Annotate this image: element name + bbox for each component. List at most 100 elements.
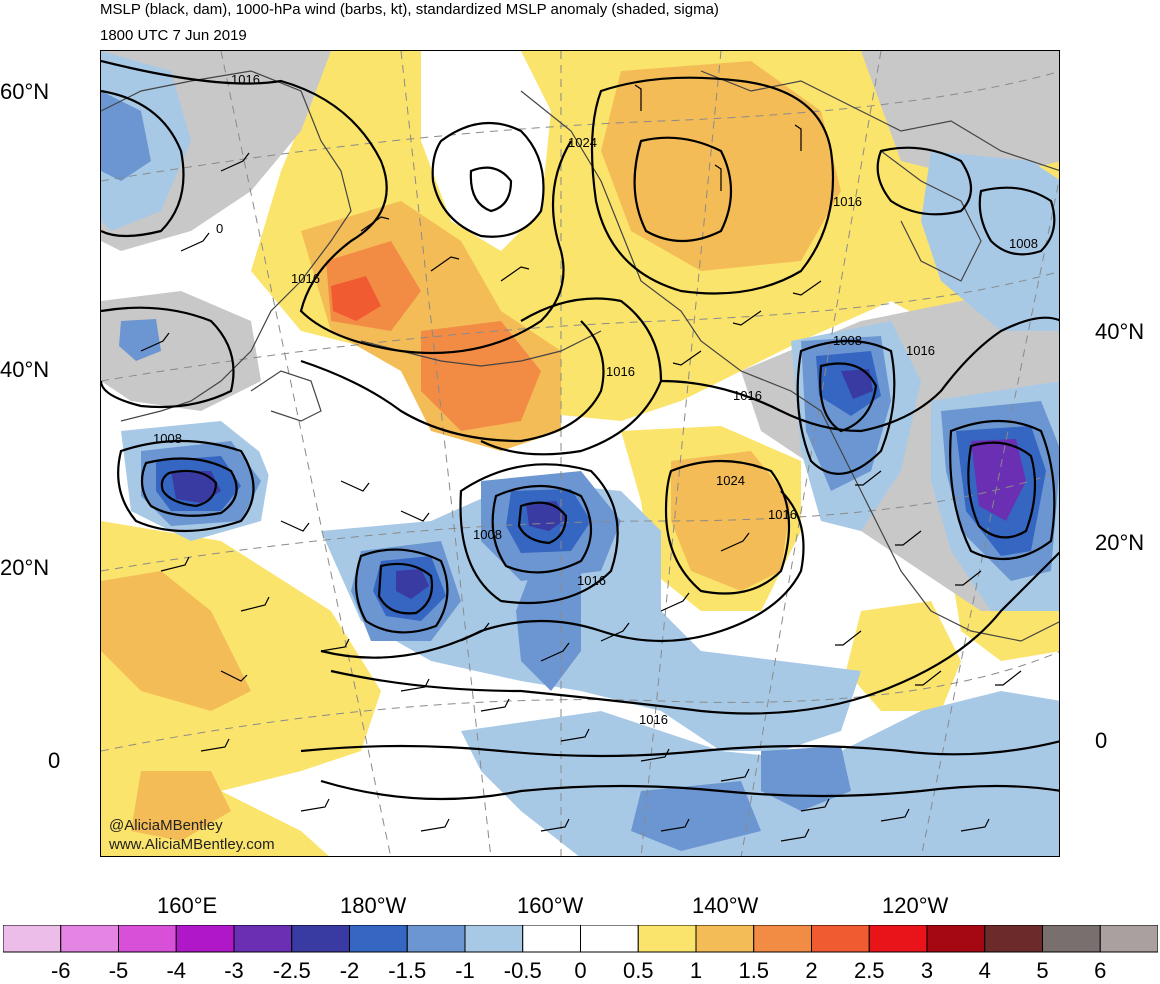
contour-1016-east <box>660 316 1059 433</box>
lon-label: 140°W <box>692 893 759 918</box>
contour-label: 1016 <box>768 507 797 522</box>
shade-red-core <box>331 276 381 321</box>
lat-label-left: 20°N <box>0 555 50 580</box>
shade-blue-subtropic-tail <box>516 571 581 691</box>
contour-label: 1008 <box>833 333 862 348</box>
colorbar-swatch <box>60 925 119 953</box>
contour-1004-central-low <box>491 484 592 574</box>
colorbar-swatch <box>464 925 524 953</box>
colorbar-swatch <box>637 925 697 953</box>
anomaly-shading <box>101 51 1059 856</box>
contour-1008-east-low <box>796 339 896 475</box>
colorbar-swatch <box>175 925 235 953</box>
contour-1028-north-high <box>633 136 733 243</box>
map-valid-time: 1800 UTC 7 Jun 2019 <box>100 27 247 44</box>
contour-label: 1016 <box>833 194 862 209</box>
contour-label: 1016 <box>231 72 260 87</box>
contour-label: 1016 <box>577 573 606 588</box>
contour-label: 1016 <box>291 271 320 286</box>
coast-hudson <box>880 150 982 282</box>
colorbar-label: -2.5 <box>272 958 311 983</box>
shade-dark-blue-subtropic <box>396 569 429 599</box>
contour-1004-east-low <box>819 362 878 433</box>
credit-url: www.AliciaMBentley.com <box>109 836 275 853</box>
shade-blue-west-small <box>119 319 161 361</box>
shade-dark-blue-low-west <box>171 471 221 503</box>
contour-1004-subtropic-low <box>377 562 434 615</box>
colorbar-label: -1.5 <box>388 958 427 983</box>
lat-label-right: 0 <box>1095 728 1108 753</box>
colorbar-label: 4 <box>978 958 991 983</box>
colorbar-swatch <box>811 925 870 953</box>
lat-label-left: 60°N <box>0 79 50 104</box>
colorbar-label: -5 <box>108 958 129 983</box>
contour-label: 1016 <box>733 388 762 403</box>
colorbar-swatch <box>522 925 581 953</box>
shade-negative-equatorial <box>461 691 1059 856</box>
colorbar-label: 1 <box>689 958 703 983</box>
lat-label-right: 20°N <box>1095 530 1145 555</box>
colorbar <box>3 925 1158 953</box>
lat-label-left: 0 <box>48 748 61 773</box>
shade-dark-blue-east-low <box>841 369 873 399</box>
map-panel: 1016 1024 1016 0 1016 1008 1016 1008 101… <box>100 50 1060 857</box>
shade-orange-high-center <box>671 451 791 591</box>
colorbar-label: -3 <box>224 958 244 983</box>
lat-label-left: 40°N <box>0 357 50 382</box>
map-title: MSLP (black, dam), 1000-hPa wind (barbs,… <box>100 1 719 18</box>
contour-label: 1016 <box>606 364 635 379</box>
colorbar-label: -1 <box>455 958 475 983</box>
shade-orange-core-2 <box>421 321 541 431</box>
coast-alaska <box>520 90 822 412</box>
colorbar-swatch <box>868 925 928 953</box>
colorbar-label: -2 <box>339 958 360 983</box>
contour-label: 1008 <box>1009 236 1038 251</box>
contour-label: 1016 <box>639 712 668 727</box>
contour-1020-high-ring <box>469 166 513 213</box>
colorbar-label: 2.5 <box>853 958 885 983</box>
contour-1016-north <box>101 59 572 355</box>
contour-label: 1024 <box>568 135 597 150</box>
contour-1016-equatorial <box>330 551 1059 715</box>
colorbar-label: 2 <box>805 958 818 983</box>
shade-positive-east-patch <box>846 601 961 711</box>
graticule <box>101 51 1059 856</box>
colorbar-swatch <box>984 925 1043 953</box>
contour-1000-west-low <box>160 469 218 508</box>
wind-barbs <box>140 84 1022 842</box>
colorbar-swatch <box>580 925 639 953</box>
shade-negative-tropics-band <box>321 481 861 751</box>
contour-label: 0 <box>216 221 223 236</box>
lon-label: 160°W <box>517 893 584 918</box>
contour-1008-central-low <box>459 463 619 605</box>
contour-1016-northwest <box>101 89 185 238</box>
colorbar-label: -4 <box>166 958 187 983</box>
contour-1016-northeast <box>876 146 973 216</box>
coast-japan <box>250 370 322 422</box>
lon-label: 120°W <box>882 893 949 918</box>
shade-neutral-west <box>251 381 401 491</box>
contour-1008-west-low <box>117 439 255 533</box>
contour-1024-north-high <box>590 76 835 295</box>
credit-handle: @AliciaMBentley <box>109 817 223 834</box>
colorbar-swatch <box>1099 925 1158 953</box>
contour-1012-equator <box>320 779 1059 801</box>
contour-1004-west-low <box>140 457 238 517</box>
contour-1000-central-low <box>517 501 568 545</box>
coast-asia <box>101 70 352 422</box>
shade-orange-tropics-west <box>101 571 251 711</box>
colorbar-swatch <box>233 925 293 953</box>
colorbar-swatch <box>753 925 812 953</box>
shade-blue-northwest <box>101 91 151 181</box>
mslp-contours <box>101 59 1059 801</box>
colorbar-swatch <box>118 925 177 953</box>
anomaly-map-graphic: 1016 1024 1016 0 1016 1008 1016 1008 101… <box>101 51 1059 856</box>
colorbar-label: 1.5 <box>738 958 770 983</box>
contour-1016-high-ring <box>431 121 545 238</box>
lon-label: 160°E <box>157 893 218 918</box>
coast-canada-north <box>700 70 1059 171</box>
contour-1016-aleutian <box>480 297 663 456</box>
colorbar-label: -6 <box>50 958 71 983</box>
colorbar-swatch <box>1042 925 1101 953</box>
shade-neutral-north <box>421 51 551 251</box>
